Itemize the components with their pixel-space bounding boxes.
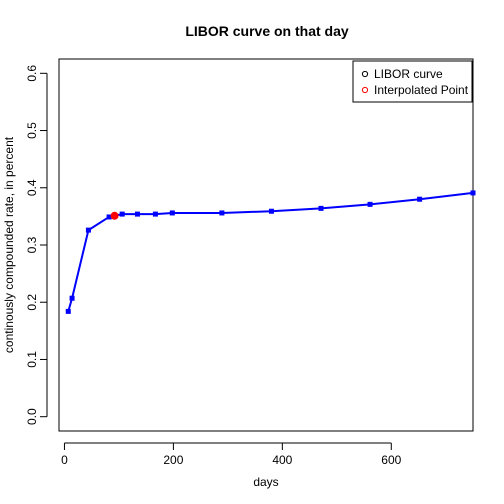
libor-curve-line — [67, 191, 474, 312]
libor-curve-point — [106, 214, 112, 220]
plot-frame — [58, 58, 474, 432]
legend-box — [352, 60, 473, 103]
libor-curve-point — [169, 210, 175, 216]
interpolated-point — [110, 211, 119, 220]
y-tick-label: 0.2 — [25, 294, 39, 311]
y-tick-label: 0.3 — [25, 236, 39, 253]
y-axis: 0.0 0.1 0.2 0.3 0.4 0.5 0.6 — [25, 65, 48, 425]
libor-curve-point — [470, 190, 476, 196]
libor-curve-point — [69, 295, 75, 301]
legend-marker-libor — [361, 70, 369, 78]
legend-label-interpolated: Interpolated Point — [374, 83, 469, 97]
legend: LIBOR curve Interpolated Point — [352, 60, 473, 103]
libor-curve-point — [119, 211, 125, 217]
y-axis-label: continously compounded rate, in percent — [2, 136, 16, 353]
libor-curve-point — [134, 211, 140, 217]
legend-label-libor: LIBOR curve — [374, 67, 443, 81]
libor-curve-point — [85, 227, 91, 233]
y-tick-label: 0.1 — [25, 351, 39, 368]
libor-curve-point — [268, 208, 274, 214]
x-tick-label: 600 — [381, 453, 401, 467]
y-tick-label: 0.6 — [25, 65, 39, 82]
y-tick-label: 0.0 — [25, 408, 39, 425]
chart-title: LIBOR curve on that day — [185, 23, 349, 39]
series-layer — [65, 190, 476, 314]
x-tick-label: 200 — [163, 453, 183, 467]
libor-curve-point — [367, 201, 373, 207]
y-tick-label: 0.4 — [25, 179, 39, 196]
libor-curve-point — [65, 308, 71, 314]
x-axis: 0 200 400 600 — [61, 442, 402, 467]
x-tick-label: 0 — [61, 453, 68, 467]
libor-curve-point — [417, 196, 423, 202]
libor-curve-point — [219, 210, 225, 216]
x-tick-label: 400 — [272, 453, 292, 467]
libor-curve-point — [152, 211, 158, 217]
libor-curve-point — [318, 205, 324, 211]
y-tick-label: 0.5 — [25, 122, 39, 139]
x-axis-label: days — [253, 475, 278, 489]
legend-marker-interpolated — [361, 86, 369, 94]
